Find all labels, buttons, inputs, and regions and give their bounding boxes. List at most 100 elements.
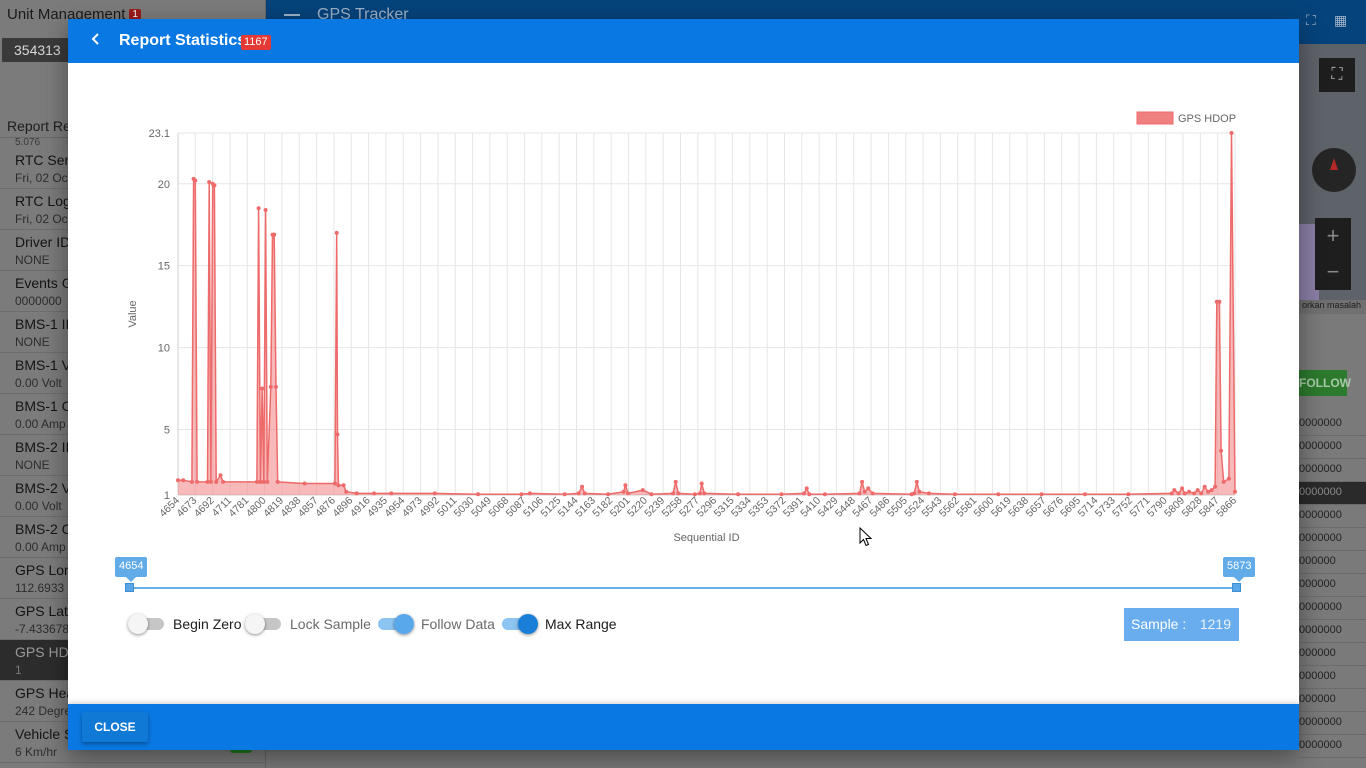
list-item-value: -7.433678 xyxy=(15,622,70,636)
toggle-knob xyxy=(518,614,538,634)
range-slider-min-handle[interactable] xyxy=(125,583,134,592)
chevron-left-icon xyxy=(91,33,99,45)
follow-button[interactable]: FOLLOW xyxy=(1299,370,1351,396)
compass-icon[interactable] xyxy=(1312,148,1356,192)
truncated-value: 5.076 xyxy=(15,137,41,148)
sample-count-button[interactable]: Sample : 1219 xyxy=(1124,608,1239,641)
data-point xyxy=(1195,488,1200,493)
zoom-in-icon[interactable]: + xyxy=(1326,223,1340,248)
data-point xyxy=(272,232,277,237)
data-point xyxy=(580,484,585,489)
range-max-label: 5873 xyxy=(1223,557,1256,582)
list-item-label: GPS Hea xyxy=(15,685,75,701)
data-point xyxy=(344,489,349,494)
value-cell: 0000000 xyxy=(1299,528,1366,551)
data-point xyxy=(1209,488,1214,493)
data-point xyxy=(822,492,827,497)
follow-data-toggle[interactable]: Follow Data xyxy=(378,613,495,635)
value-cell: 0000000 xyxy=(1299,620,1366,643)
data-point xyxy=(1221,479,1226,484)
data-point xyxy=(1229,131,1234,135)
max-range-toggle[interactable]: Max Range xyxy=(502,613,617,635)
range-slider-track[interactable] xyxy=(129,587,1241,589)
data-point xyxy=(258,479,263,484)
data-point xyxy=(332,481,337,486)
list-item-value: 0000000 xyxy=(15,294,62,308)
data-point xyxy=(952,492,957,497)
zoom-controls[interactable]: + − xyxy=(1315,218,1351,290)
map-attribution[interactable]: orkan masalah xyxy=(1299,300,1366,314)
value-cell: 000000 xyxy=(1299,643,1366,666)
fullscreen-icon[interactable]: ⛶ xyxy=(1306,12,1316,28)
close-button[interactable]: CLOSE xyxy=(82,712,148,742)
data-point xyxy=(912,491,917,496)
list-item[interactable]: GPS Hea 242 Degre xyxy=(0,681,266,722)
y-axis-title: Value xyxy=(127,300,139,327)
data-point xyxy=(354,491,359,496)
legend-label: GPS HDOP xyxy=(1178,113,1236,125)
list-item-value: NONE xyxy=(15,335,50,349)
data-point xyxy=(261,479,266,484)
value-column: 0000000 0000000 0000000 0000000 0000000 00000… xyxy=(1299,413,1366,758)
value-cell: 000000 xyxy=(1299,551,1366,574)
data-point xyxy=(996,492,1001,497)
value-cell: 000000 xyxy=(1299,666,1366,689)
zoom-out-icon[interactable]: − xyxy=(1326,259,1340,284)
data-point xyxy=(870,491,875,496)
data-point xyxy=(1217,299,1222,304)
data-point xyxy=(274,384,278,389)
list-item-label: GPS Lon xyxy=(15,562,72,578)
list-item-value: Fri, 02 Oc xyxy=(15,212,68,226)
dialog-title: Report Statistics xyxy=(119,32,247,49)
data-point xyxy=(1176,491,1181,496)
map-area[interactable]: ⛶ + − xyxy=(1299,44,1366,314)
begin-zero-toggle[interactable]: Begin Zero xyxy=(128,613,242,635)
toggle-knob xyxy=(245,614,265,634)
data-point xyxy=(218,473,223,478)
sample-label: Sample : xyxy=(1131,616,1187,632)
data-point xyxy=(779,492,784,497)
back-button[interactable] xyxy=(84,29,108,53)
follow-data-label: Follow Data xyxy=(421,616,495,632)
data-point xyxy=(857,491,862,496)
value-cell: 0000000 xyxy=(1299,459,1366,482)
apps-grid-icon[interactable]: ▦ xyxy=(1334,12,1348,28)
data-point xyxy=(673,479,678,484)
data-point xyxy=(671,491,676,496)
list-item-label: BMS-2 V xyxy=(15,480,72,496)
lock-sample-toggle[interactable]: Lock Sample xyxy=(245,613,371,635)
data-point xyxy=(1169,491,1174,496)
data-point xyxy=(862,489,867,494)
list-item-label: GPS Lati xyxy=(15,603,72,619)
list-item-label: BMS-1 V xyxy=(15,357,72,373)
toggle-track xyxy=(378,614,414,634)
value-cell: 0000000 xyxy=(1299,413,1366,436)
data-point xyxy=(254,479,259,484)
data-point xyxy=(302,481,307,486)
data-point xyxy=(1202,484,1207,489)
map-fullscreen-icon[interactable]: ⛶ xyxy=(1319,58,1355,92)
data-point xyxy=(214,479,219,484)
begin-zero-label: Begin Zero xyxy=(173,616,242,632)
list-item-value: 0.00 Volt xyxy=(15,499,62,513)
data-point xyxy=(1172,488,1177,493)
data-point xyxy=(1233,489,1237,494)
data-point xyxy=(519,492,524,497)
menu-icon[interactable] xyxy=(284,14,300,16)
y-tick-label: 10 xyxy=(158,343,170,355)
data-point xyxy=(208,479,213,484)
list-item-label: Driver ID xyxy=(15,234,71,250)
report-statistics-dialog: Report Statistics 1167 1 5 10 15 20 23.1 4654 4… xyxy=(68,19,1299,750)
list-item[interactable]: Vehicle S 6 Km/hr xyxy=(0,722,266,763)
data-point xyxy=(335,432,340,437)
data-point xyxy=(623,483,628,488)
range-slider-max-handle[interactable] xyxy=(1232,583,1241,592)
value-cell: 0000000 xyxy=(1299,436,1366,459)
data-point xyxy=(736,492,741,497)
data-point xyxy=(256,206,261,211)
data-point xyxy=(699,481,704,486)
data-point xyxy=(195,479,200,484)
sample-value: 1219 xyxy=(1199,616,1231,632)
x-axis-title: Sequential ID xyxy=(673,532,739,544)
data-point xyxy=(189,479,194,484)
